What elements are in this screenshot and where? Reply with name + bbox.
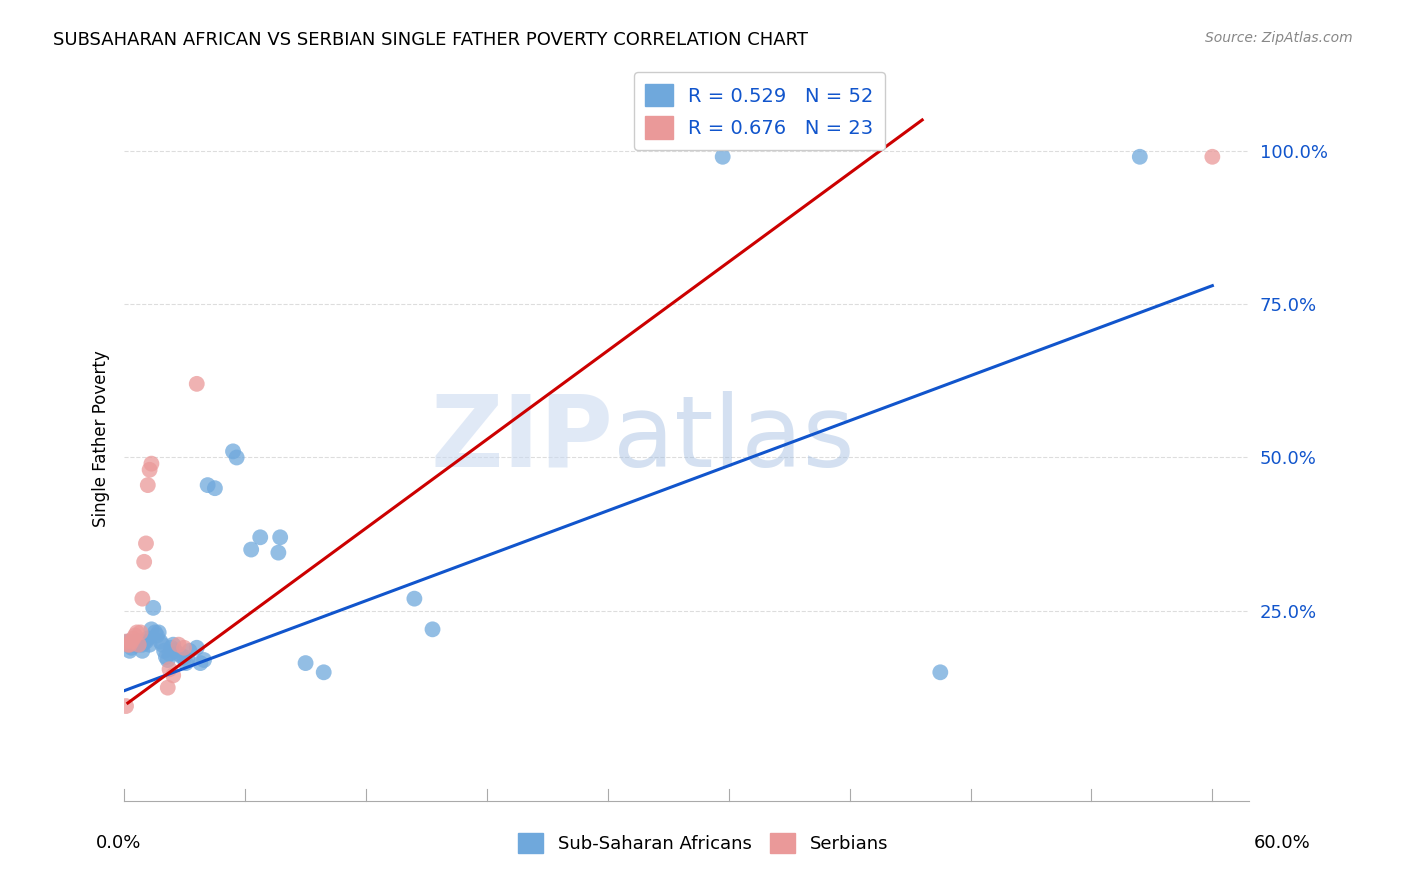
Point [179, 644, 201, 658]
Point [121, 634, 143, 648]
Point [149, 634, 172, 648]
Point [174, 656, 197, 670]
Point [146, 628, 169, 642]
Point [204, 481, 226, 495]
Point [134, 634, 156, 648]
Point [136, 632, 159, 646]
Point [240, 542, 263, 557]
Point [128, 638, 150, 652]
Point [121, 640, 143, 655]
Point [148, 625, 170, 640]
Point [125, 625, 148, 640]
Point [269, 530, 291, 544]
Text: atlas: atlas [613, 391, 855, 488]
Point [117, 634, 139, 648]
Point [125, 634, 148, 648]
Y-axis label: Single Father Poverty: Single Father Poverty [93, 351, 110, 527]
Point [142, 600, 165, 615]
Point [141, 623, 163, 637]
Point [155, 649, 177, 664]
Legend: Sub-Saharan Africans, Serbians: Sub-Saharan Africans, Serbians [510, 825, 896, 861]
Point [929, 665, 952, 680]
Point [122, 638, 145, 652]
Point [294, 656, 316, 670]
Text: 0.0%: 0.0% [96, 834, 141, 852]
Text: Source: ZipAtlas.com: Source: ZipAtlas.com [1205, 31, 1353, 45]
Point [249, 530, 271, 544]
Point [172, 649, 194, 664]
Point [159, 662, 181, 676]
Point [163, 644, 186, 658]
Point [129, 625, 152, 640]
Point [197, 478, 219, 492]
Point [115, 634, 138, 648]
Point [136, 478, 159, 492]
Point [150, 638, 173, 652]
Point [162, 668, 184, 682]
Point [193, 653, 215, 667]
Text: 60.0%: 60.0% [1254, 834, 1310, 852]
Point [267, 546, 290, 560]
Point [422, 623, 444, 637]
Point [186, 640, 208, 655]
Point [118, 638, 141, 652]
Point [138, 463, 160, 477]
Point [117, 638, 139, 652]
Point [1129, 150, 1152, 164]
Point [225, 450, 247, 465]
Point [186, 376, 208, 391]
Point [711, 150, 734, 164]
Point [135, 634, 157, 648]
Point [156, 681, 179, 695]
Text: ZIP: ZIP [430, 391, 613, 488]
Point [156, 653, 179, 667]
Point [124, 638, 146, 652]
Point [153, 644, 176, 658]
Point [131, 591, 153, 606]
Point [135, 536, 157, 550]
Point [118, 644, 141, 658]
Point [312, 665, 335, 680]
Point [138, 638, 160, 652]
Point [167, 647, 190, 661]
Point [141, 457, 163, 471]
Point [122, 632, 145, 646]
Point [173, 649, 195, 664]
Point [190, 656, 212, 670]
Legend: R = 0.529   N = 52, R = 0.676   N = 23: R = 0.529 N = 52, R = 0.676 N = 23 [634, 72, 886, 150]
Point [129, 634, 152, 648]
Point [173, 640, 195, 655]
Point [162, 638, 184, 652]
Text: SUBSAHARAN AFRICAN VS SERBIAN SINGLE FATHER POVERTY CORRELATION CHART: SUBSAHARAN AFRICAN VS SERBIAN SINGLE FAT… [53, 31, 808, 49]
Point [404, 591, 426, 606]
Point [143, 625, 166, 640]
Point [134, 555, 156, 569]
Point [167, 638, 190, 652]
Point [1201, 150, 1223, 164]
Point [115, 699, 138, 714]
Point [176, 653, 198, 667]
Point [128, 638, 150, 652]
Point [124, 628, 146, 642]
Point [131, 644, 153, 658]
Point [222, 444, 245, 458]
Point [160, 640, 183, 655]
Point [159, 647, 181, 661]
Point [131, 638, 153, 652]
